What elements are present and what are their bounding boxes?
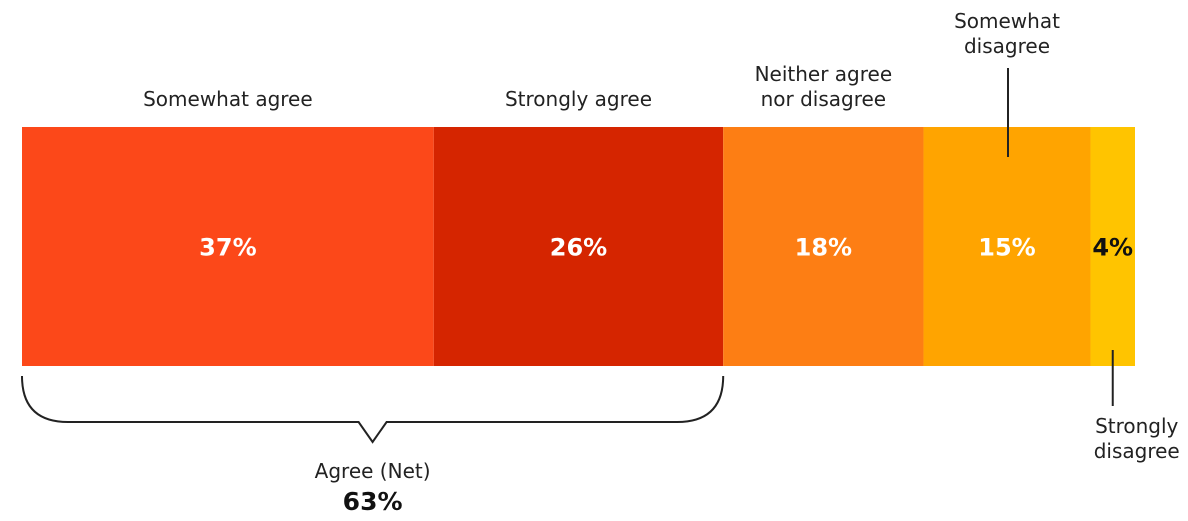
category-label-strongly-agree: Strongly agree (505, 87, 652, 111)
net-annotation: Agree (Net) 63% (21, 375, 725, 516)
value-label-somewhat-agree: 37% (199, 234, 256, 262)
bar-segment-somewhat-agree (22, 127, 434, 366)
net-brace (21, 375, 725, 444)
bar-segments (22, 127, 1135, 366)
leader-lines (1007, 68, 1114, 406)
value-label-strongly-disagree: 4% (1092, 234, 1133, 262)
value-label-somewhat-disagree: 15% (978, 234, 1035, 262)
bar-segment-strongly-agree (433, 127, 724, 366)
value-label-neither-agree-nor-disagree: 18% (795, 234, 852, 262)
category-label-somewhat-disagree: Somewhat disagree (954, 9, 1060, 58)
value-labels: 37% 26% 18% 15% 4% (199, 234, 1133, 262)
bar-segment-strongly-disagree (1090, 127, 1135, 366)
category-label-neither-agree-nor-disagree: Neither agree nor disagree (755, 62, 893, 111)
category-labels: Somewhat agree Strongly agree Neither agre… (143, 9, 1180, 463)
bar-segment-neither-agree-nor-disagree (723, 127, 924, 366)
category-label-strongly-disagree: Strongly disagree (1094, 414, 1180, 463)
net-label: Agree (Net) (315, 459, 431, 483)
bar-segment-somewhat-disagree (923, 127, 1091, 366)
value-label-strongly-agree: 26% (550, 234, 607, 262)
net-value: 63% (343, 487, 403, 516)
category-label-somewhat-agree: Somewhat agree (143, 87, 313, 111)
